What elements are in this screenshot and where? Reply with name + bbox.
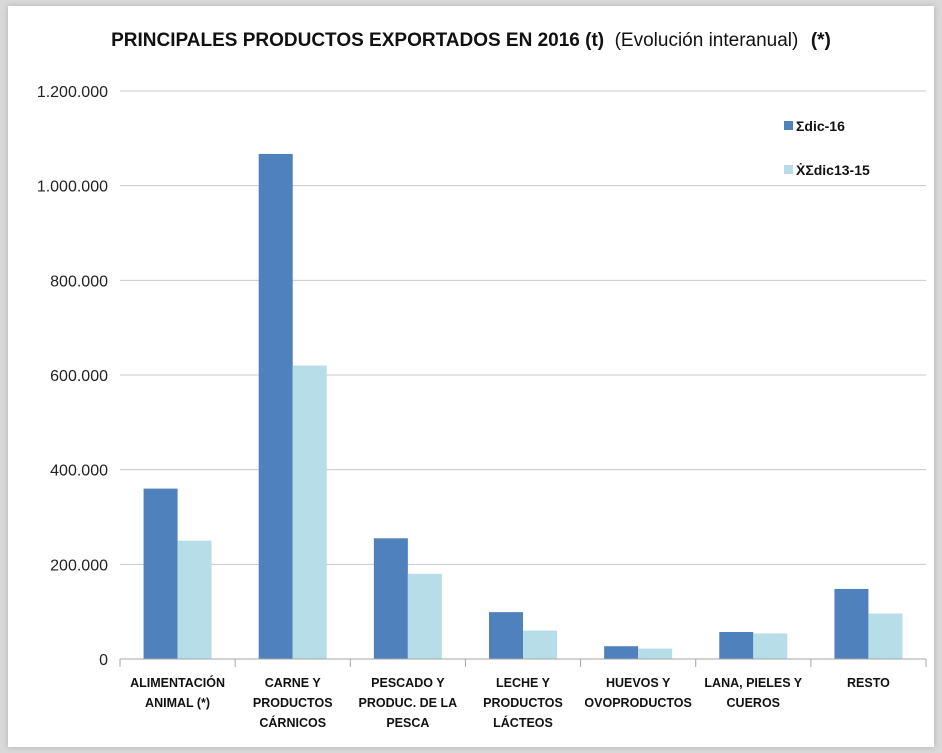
y-tick-label: 200.000	[50, 557, 108, 574]
x-tick-label-line: PRODUC. DE LA	[359, 696, 458, 710]
x-tick-label-line: LECHE Y	[496, 676, 551, 690]
x-tick-label: ALIMENTACIÓN ANIMAL (*)	[130, 675, 225, 710]
bar-dic16	[374, 538, 408, 659]
x-tick-label-line: PESCA	[386, 716, 429, 730]
y-tick-label: 800.000	[50, 273, 108, 290]
x-tick-label-line: LÁCTEOS	[493, 715, 553, 730]
legend-label: Σdic-16	[796, 118, 845, 134]
y-tick-label: 400.000	[50, 463, 108, 480]
chart-title-main: PRINCIPALES PRODUCTOS EXPORTADOS EN 2016…	[111, 30, 604, 51]
bar-dic16	[834, 589, 868, 659]
chart-title-note: (*)	[811, 30, 831, 51]
x-tick-label-line: PRODUCTOS	[253, 696, 333, 710]
chart-title: PRINCIPALES PRODUCTOS EXPORTADOS EN 2016…	[111, 30, 831, 51]
bar-dic13-15	[868, 614, 902, 659]
x-tick-label: RESTO	[847, 676, 890, 690]
x-tick-label-line: CÁRNICOS	[259, 715, 326, 730]
y-tick-label: 1.200.000	[37, 84, 108, 101]
x-tick-label-line: RESTO	[847, 676, 890, 690]
bar-dic13-15	[753, 633, 787, 659]
x-tick-label-line: ALIMENTACIÓN	[130, 675, 225, 690]
legend-swatch	[784, 121, 793, 130]
x-tick-label: HUEVOS Y OVOPRODUCTOS	[584, 676, 691, 710]
bar-dic13-15	[638, 649, 672, 659]
bar-dic13-15	[523, 631, 557, 659]
x-tick-label: LANA, PIELES Y CUEROS	[704, 676, 802, 710]
bar-dic16	[604, 646, 638, 659]
y-tick-label: 1.000.000	[37, 179, 108, 196]
bar-dic13-15	[293, 366, 327, 659]
x-tick-label-line: HUEVOS Y	[606, 676, 671, 690]
legend-swatch	[784, 165, 793, 174]
y-tick-label: 600.000	[50, 368, 108, 385]
bars	[144, 154, 903, 659]
bar-dic16	[489, 612, 523, 659]
x-tick-label-line: PRODUCTOS	[483, 696, 563, 710]
legend-label: ẊΣdic13-15	[796, 162, 870, 178]
legend: Σdic-16 ẊΣdic13-15	[784, 118, 870, 178]
bar-dic16	[259, 154, 293, 659]
x-tick-label: CARNE Y PRODUCTOS CÁRNICOS	[253, 676, 333, 730]
x-tick-label-line: PESCADO Y	[371, 676, 445, 690]
chart-title-sub: (Evolución interanual)	[615, 30, 799, 51]
x-tick-label-line: CARNE Y	[265, 676, 322, 690]
bar-dic13-15	[408, 574, 442, 659]
bar-dic16	[144, 489, 178, 659]
x-tick-label-line: ANIMAL (*)	[145, 696, 210, 710]
x-tick-label: LECHE Y PRODUCTOS LÁCTEOS	[483, 676, 563, 730]
x-tick-label-line: CUEROS	[727, 696, 780, 710]
bar-chart: PRINCIPALES PRODUCTOS EXPORTADOS EN 2016…	[8, 6, 934, 747]
chart-frame: PRINCIPALES PRODUCTOS EXPORTADOS EN 2016…	[8, 6, 934, 747]
y-tick-label: 0	[99, 652, 108, 669]
x-tick-label: PESCADO Y PRODUC. DE LA PESCA	[359, 676, 458, 730]
x-tick-label-line: LANA, PIELES Y	[704, 676, 802, 690]
x-tick-label-line: OVOPRODUCTOS	[584, 696, 691, 710]
bar-dic13-15	[178, 541, 212, 659]
bar-dic16	[719, 632, 753, 659]
